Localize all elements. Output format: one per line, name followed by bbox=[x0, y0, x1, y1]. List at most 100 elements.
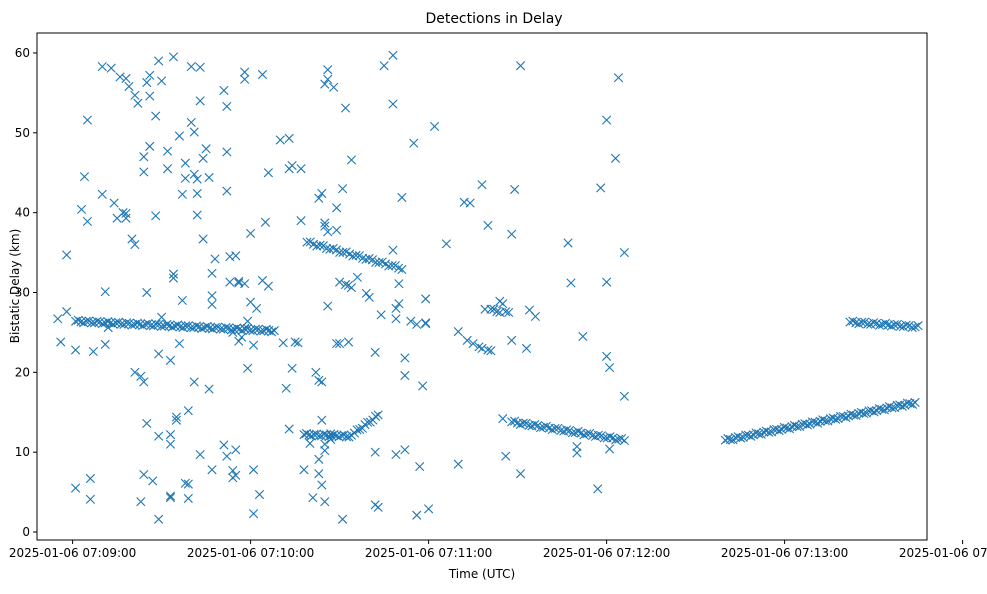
data-point-x-marker bbox=[234, 336, 244, 346]
data-point-x-marker bbox=[320, 221, 330, 231]
data-point-x-marker bbox=[165, 439, 176, 449]
data-point-x-marker bbox=[764, 427, 774, 437]
data-point-x-marker bbox=[139, 377, 149, 387]
data-point-x-marker bbox=[207, 299, 217, 310]
data-point-x-marker bbox=[323, 227, 333, 237]
data-point-x-marker bbox=[195, 449, 205, 460]
chart-title: Detections in Delay bbox=[425, 11, 562, 27]
data-point-x-marker bbox=[118, 208, 128, 218]
data-point-x-marker bbox=[201, 144, 211, 154]
data-point-x-marker bbox=[232, 323, 242, 333]
data-point-x-marker bbox=[165, 491, 176, 501]
data-point-x-marker bbox=[379, 61, 389, 71]
data-point-x-marker bbox=[240, 279, 250, 289]
data-point-x-marker bbox=[240, 67, 250, 77]
data-point-x-marker bbox=[340, 279, 351, 290]
data-point-x-marker bbox=[216, 324, 226, 334]
data-point-x-marker bbox=[314, 469, 324, 479]
data-point-x-marker bbox=[121, 208, 131, 219]
data-point-x-marker bbox=[225, 277, 235, 287]
data-point-x-marker bbox=[245, 325, 255, 335]
data-point-x-marker bbox=[530, 419, 540, 430]
data-point-x-marker bbox=[173, 320, 183, 330]
data-point-x-marker bbox=[421, 294, 431, 304]
data-point-x-marker bbox=[180, 173, 190, 183]
data-point-x-marker bbox=[802, 420, 812, 430]
data-point-x-marker bbox=[183, 479, 193, 489]
data-point-x-marker bbox=[168, 269, 179, 279]
data-point-x-marker bbox=[578, 331, 588, 341]
data-point-x-marker bbox=[317, 480, 327, 490]
data-point-x-marker bbox=[157, 76, 167, 86]
data-point-x-marker bbox=[178, 322, 188, 333]
data-point-x-marker bbox=[165, 430, 176, 440]
data-point-x-marker bbox=[234, 276, 244, 286]
data-point-x-marker bbox=[127, 320, 137, 330]
data-point-x-marker bbox=[162, 319, 172, 330]
data-point-x-marker bbox=[820, 416, 830, 426]
data-point-x-marker bbox=[281, 383, 291, 393]
data-point-x-marker bbox=[87, 318, 97, 328]
plot-area-frame bbox=[36, 32, 928, 541]
data-point-x-marker bbox=[453, 327, 463, 337]
data-point-x-marker bbox=[253, 324, 263, 334]
data-point-x-marker bbox=[351, 250, 361, 260]
data-point-x-marker bbox=[746, 431, 756, 441]
data-point-x-marker bbox=[370, 447, 380, 457]
data-point-x-marker bbox=[346, 155, 357, 165]
data-point-x-marker bbox=[441, 239, 451, 249]
data-point-x-marker bbox=[243, 363, 253, 373]
data-point-x-marker bbox=[263, 281, 273, 291]
data-point-x-marker bbox=[189, 169, 199, 179]
data-point-x-marker bbox=[180, 478, 190, 488]
data-point-x-marker bbox=[611, 435, 621, 445]
data-point-x-marker bbox=[323, 74, 333, 84]
y-tick-label: 60 bbox=[15, 46, 30, 60]
data-point-x-marker bbox=[338, 247, 348, 257]
data-point-x-marker bbox=[421, 318, 431, 328]
points-layer bbox=[53, 50, 923, 524]
data-point-x-marker bbox=[103, 316, 113, 327]
data-point-x-marker bbox=[130, 90, 140, 100]
x-tick-label: 2025-01-06 07:14:00 bbox=[899, 546, 987, 560]
data-point-x-marker bbox=[186, 117, 196, 128]
data-point-x-marker bbox=[394, 279, 404, 289]
data-point-x-marker bbox=[284, 133, 294, 143]
data-point-x-marker bbox=[319, 429, 329, 439]
data-point-x-marker bbox=[124, 81, 134, 92]
data-point-x-marker bbox=[62, 250, 72, 260]
data-point-x-marker bbox=[314, 454, 324, 464]
data-point-x-marker bbox=[370, 411, 381, 421]
x-tick-label: 2025-01-06 07:12:00 bbox=[543, 546, 670, 560]
data-point-x-marker bbox=[79, 318, 89, 328]
data-point-x-marker bbox=[323, 301, 333, 311]
data-point-x-marker bbox=[231, 445, 241, 455]
data-point-x-marker bbox=[859, 408, 869, 419]
data-point-x-marker bbox=[593, 430, 603, 440]
data-point-x-marker bbox=[907, 322, 917, 333]
data-point-x-marker bbox=[376, 310, 386, 320]
data-point-x-marker bbox=[897, 401, 907, 411]
data-point-x-marker bbox=[290, 337, 300, 347]
data-point-x-marker bbox=[483, 345, 493, 355]
data-point-x-marker bbox=[813, 418, 823, 428]
data-point-x-marker bbox=[605, 432, 615, 442]
data-point-x-marker bbox=[848, 410, 859, 420]
data-point-x-marker bbox=[409, 138, 419, 148]
data-point-x-marker bbox=[309, 429, 319, 439]
data-point-x-marker bbox=[573, 426, 583, 437]
data-point-x-marker bbox=[257, 69, 268, 80]
data-point-x-marker bbox=[210, 254, 220, 264]
data-point-x-marker bbox=[364, 292, 374, 302]
data-point-x-marker bbox=[530, 311, 540, 322]
data-point-x-marker bbox=[119, 319, 129, 330]
x-tick-label: 2025-01-06 07:11:00 bbox=[365, 546, 492, 560]
data-point-x-marker bbox=[613, 73, 624, 83]
data-point-x-marker bbox=[207, 324, 218, 334]
data-point-x-marker bbox=[535, 423, 546, 433]
data-point-x-marker bbox=[364, 253, 374, 264]
data-point-x-marker bbox=[314, 375, 324, 385]
data-point-x-marker bbox=[250, 324, 261, 334]
data-point-x-marker bbox=[85, 494, 95, 504]
data-point-x-marker bbox=[263, 168, 273, 178]
